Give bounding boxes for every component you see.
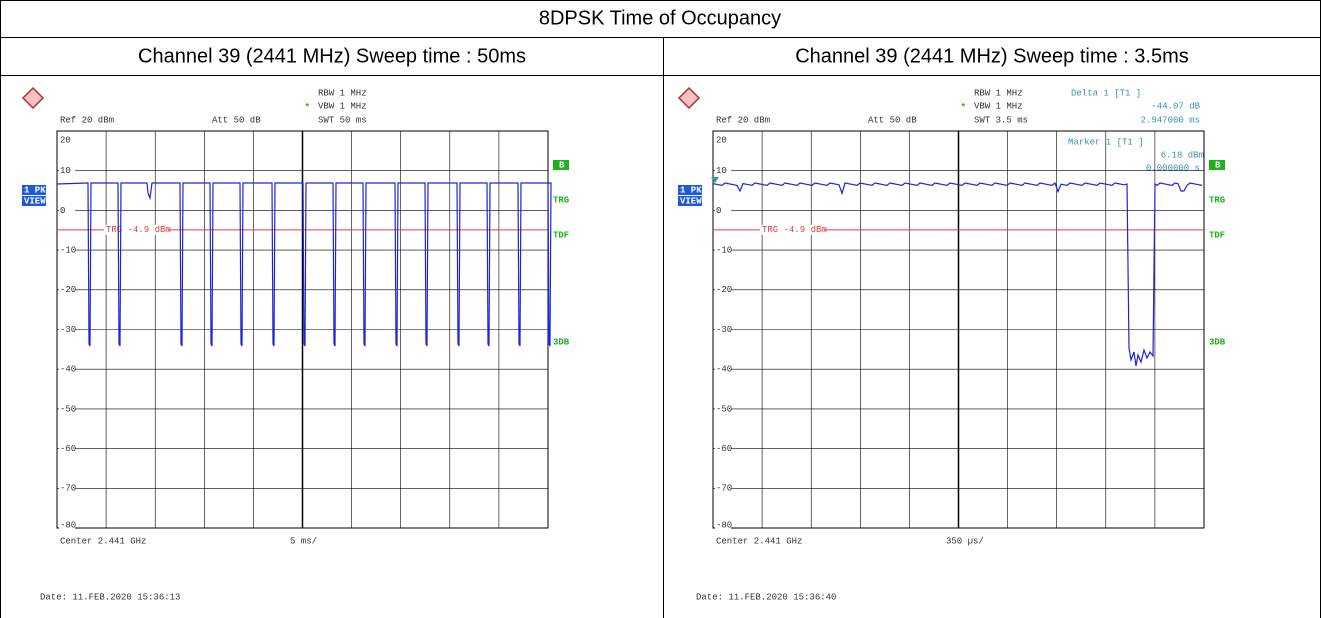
trace <box>712 182 1203 367</box>
swt: SWT 3.5 ms <box>974 115 1028 125</box>
view-badge <box>678 196 702 206</box>
y-tick-label: 10 <box>716 166 727 176</box>
trace-badge <box>678 185 702 195</box>
tick-gap <box>715 205 731 216</box>
y-tick-label: -40 <box>716 365 732 375</box>
tick-gap <box>59 520 75 530</box>
tick-gap <box>715 324 731 335</box>
delta: Delta 1 [T1 ] <box>1071 88 1141 98</box>
y-tick-label: -10 <box>716 245 732 255</box>
y-tick-label: -20 <box>60 285 76 295</box>
marker-symbol <box>711 177 719 183</box>
y-tick-label: -70 <box>60 484 76 494</box>
y-tick-label: -10 <box>60 245 76 255</box>
y-tick-label: -80 <box>716 520 732 530</box>
logo <box>21 86 45 110</box>
y-tick-label: -30 <box>716 325 732 335</box>
date: Date: 11.FEB.2020 15:36:13 <box>40 592 180 602</box>
date: Date: 11.FEB.2020 15:36:40 <box>696 592 836 602</box>
tick-gap <box>715 165 731 176</box>
vbw: VBW 1 MHz <box>318 101 367 111</box>
trace <box>56 182 552 347</box>
side-box <box>1209 160 1225 170</box>
center: Center 2.441 GHz <box>60 536 146 546</box>
trace-badge <box>22 185 46 195</box>
vbw: VBW 1 MHz <box>974 101 1023 111</box>
trigger-gap <box>104 224 168 235</box>
trace-label: 1 PK <box>24 185 46 195</box>
trigger-gap <box>760 224 824 235</box>
side-label: TRG <box>553 195 569 205</box>
tick-gap <box>715 483 731 494</box>
tick-gap <box>59 245 75 256</box>
y-tick-label: -70 <box>716 484 732 494</box>
y-tick-label: -20 <box>716 285 732 295</box>
tick-gap <box>59 443 75 454</box>
tick-gap <box>715 284 731 295</box>
panel-header: Channel 39 (2441 MHz) Sweep time : 50ms <box>138 45 526 67</box>
view-label: VIEW <box>680 196 702 206</box>
tick-gap <box>59 284 75 295</box>
y-tick-label: -60 <box>716 444 732 454</box>
y-tick-label: -60 <box>60 444 76 454</box>
tick-gap <box>715 364 731 375</box>
side-label: TDF <box>1209 230 1225 240</box>
y-tick-label: -40 <box>60 365 76 375</box>
swt: SWT 50 ms <box>318 115 367 125</box>
span: 5 ms/ <box>290 536 317 546</box>
delta-time: 2.947000 ms <box>1141 115 1200 125</box>
title: 8DPSK Time of Occupancy <box>539 7 781 29</box>
rbw: RBW 1 MHz <box>318 88 367 98</box>
marker: Marker 1 [T1 ] <box>1068 137 1144 147</box>
y-tick-label: 0 <box>716 206 721 216</box>
view-label: VIEW <box>24 196 46 206</box>
tick-gap <box>715 403 731 414</box>
span: 350 µs/ <box>946 536 984 546</box>
side-label: B <box>1215 160 1221 170</box>
view-badge <box>22 196 46 206</box>
tick-gap <box>59 205 75 216</box>
side-label: 3DB <box>1209 337 1226 347</box>
trigger-label: TRG -4.9 dBm <box>762 225 827 235</box>
tick-gap <box>59 324 75 335</box>
y-tick-label: 20 <box>60 135 71 145</box>
tick-gap <box>715 520 731 530</box>
tick-gap <box>59 403 75 414</box>
side-label: TDF <box>553 230 569 240</box>
ref: Ref 20 dBm <box>60 115 114 125</box>
vbw-star: * <box>305 102 310 112</box>
trace-label: 1 PK <box>680 185 702 195</box>
y-tick-label: -30 <box>60 325 76 335</box>
y-tick-label: 10 <box>60 166 71 176</box>
att: Att 50 dB <box>212 115 261 125</box>
tick-gap <box>59 483 75 494</box>
side-label: TRG <box>1209 195 1225 205</box>
side-label: B <box>559 160 565 170</box>
panel-header: Channel 39 (2441 MHz) Sweep time : 3.5ms <box>795 45 1189 67</box>
logo <box>677 86 701 110</box>
marker-time: 0.000000 s <box>1146 163 1200 173</box>
att: Att 50 dB <box>868 115 917 125</box>
ref: Ref 20 dBm <box>716 115 770 125</box>
tick-gap <box>715 135 731 145</box>
tick-gap <box>715 245 731 256</box>
trigger-label: TRG -4.9 dBm <box>106 225 171 235</box>
marker-level: 6.18 dBm <box>1161 150 1204 160</box>
vbw-star: * <box>961 102 966 112</box>
y-tick-label: -50 <box>60 404 76 414</box>
side-label: 3DB <box>553 337 570 347</box>
center: Center 2.441 GHz <box>716 536 802 546</box>
tick-gap <box>59 165 75 176</box>
tick-gap <box>59 364 75 375</box>
y-tick-label: -50 <box>716 404 732 414</box>
tick-gap <box>715 443 731 454</box>
y-tick-label: -80 <box>60 520 76 530</box>
rbw: RBW 1 MHz <box>974 88 1023 98</box>
y-tick-label: 0 <box>60 206 65 216</box>
tick-gap <box>59 135 75 145</box>
delta-level: -44.07 dB <box>1151 101 1200 111</box>
side-box <box>553 160 569 170</box>
y-tick-label: 20 <box>716 135 727 145</box>
